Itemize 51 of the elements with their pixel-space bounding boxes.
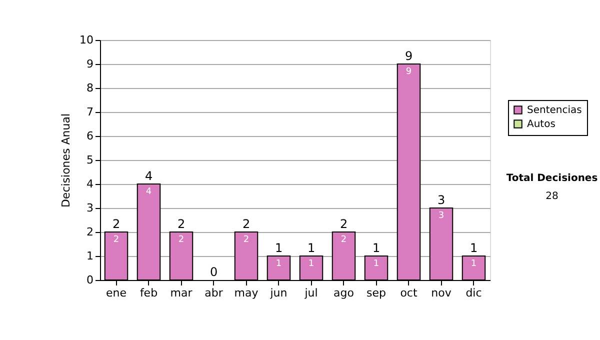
data-label: 1 — [276, 259, 282, 269]
x-tick-label: feb — [140, 286, 158, 300]
data-label: 4 — [146, 187, 152, 197]
text: 28 — [546, 191, 558, 202]
total-label: 1 — [372, 241, 380, 255]
total-label: 1 — [274, 241, 283, 255]
total-label: 2 — [242, 217, 250, 231]
x-tick-label: ene — [106, 286, 127, 300]
data-label: 9 — [406, 67, 412, 77]
y-tick-label: 9 — [86, 58, 94, 70]
data-label: 3 — [438, 211, 444, 221]
x-tick-label: oct — [400, 286, 418, 300]
y-tick-label: 4 — [86, 178, 94, 190]
x-tick-label: ago — [334, 286, 354, 300]
x-tick-label: abr — [204, 286, 224, 300]
total-label: 2 — [340, 217, 348, 231]
y-axis-title: Decisiones Anual — [60, 113, 73, 208]
y-tick-label: 7 — [86, 106, 94, 118]
data-label: 2 — [113, 235, 120, 245]
text: Total Decisiones — [506, 173, 598, 184]
total-label: 1 — [307, 241, 316, 255]
data-label: 2 — [243, 235, 250, 245]
total-label: 4 — [144, 169, 153, 183]
y-tick-label: 5 — [86, 154, 94, 166]
total-label: 2 — [112, 217, 120, 231]
y-tick-label: 6 — [86, 130, 94, 142]
data-label: 2 — [340, 235, 347, 245]
legend-label: Autos — [527, 119, 556, 130]
y-tick-label: 0 — [86, 274, 94, 286]
total-label: 9 — [404, 49, 413, 63]
y-tick-label: 1 — [86, 250, 94, 262]
x-tick-label: sep — [366, 286, 386, 300]
data-label: 2 — [178, 235, 184, 245]
total-label: 3 — [437, 193, 446, 207]
data-label: 1 — [373, 259, 380, 269]
total-label: 2 — [177, 217, 186, 231]
data-label: 1 — [470, 259, 477, 269]
x-tick-label: may — [234, 286, 259, 300]
y-tick-label: 2 — [86, 226, 94, 238]
x-tick-label: jul — [304, 286, 318, 300]
data-label: 1 — [308, 259, 314, 269]
y-tick-label: 8 — [86, 82, 94, 94]
x-tick-label: mar — [170, 286, 193, 300]
legend-label: Sentencias — [527, 105, 582, 116]
y-tick-label: 10 — [80, 34, 94, 46]
x-tick-label: nov — [431, 286, 452, 300]
total-label: 1 — [470, 241, 478, 255]
total-label: 0 — [210, 265, 218, 279]
y-tick-label: 3 — [86, 202, 94, 214]
x-tick-label: jun — [269, 286, 288, 300]
x-tick-label: dic — [466, 286, 482, 300]
